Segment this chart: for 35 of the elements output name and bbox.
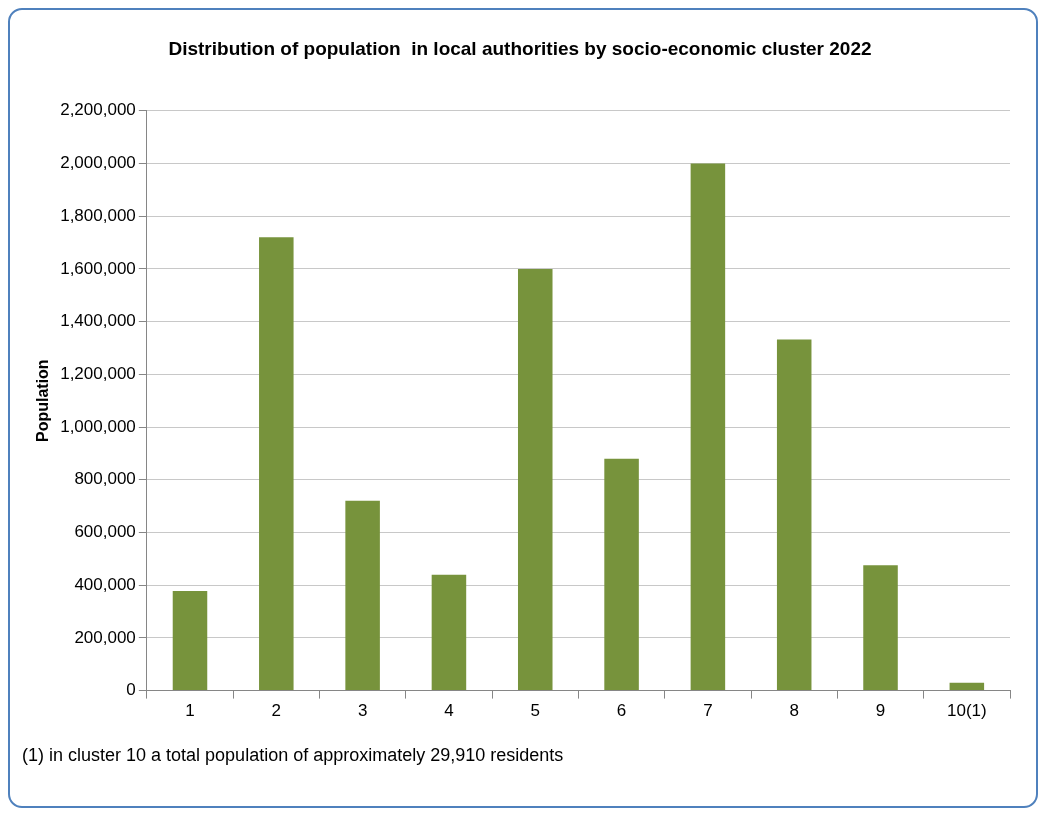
x-tick-label: 2 [271,701,282,721]
x-tick-label: 5 [530,701,540,721]
bar [517,268,553,691]
x-tick-label: 9 [875,701,886,721]
x-tick-label: 10(1) [947,701,987,721]
y-tick-label: 200,000 [74,627,136,647]
bar [431,574,467,691]
bar [345,500,380,691]
bar [690,163,726,691]
y-tick-label: 1,400,000 [60,311,136,331]
y-tick-label: 0 [126,680,136,700]
x-tick-label: 4 [444,701,454,721]
chart-title: Distribution of population in local authorities by socio-economic cluster 2022 [168,37,872,59]
bar [172,590,208,691]
x-tick-label: 7 [703,701,713,721]
y-tick-label: 2,200,000 [60,100,136,120]
y-axis-title: Population [34,359,52,443]
x-tick-label: 1 [185,701,195,721]
text: (1) in cluster 10 a total population of approximately 29,910 residents [22,745,565,766]
y-tick-label: 1,200,000 [60,364,136,384]
y-tick-label: 800,000 [74,469,136,489]
x-tick-label: 3 [357,701,368,721]
y-tick-label: 400,000 [74,574,136,594]
bar [604,458,639,691]
bar [259,237,294,691]
y-tick-label: 1,600,000 [60,258,136,278]
bar [776,339,812,691]
bar [863,565,898,691]
y-tick-label: 1,800,000 [60,205,136,225]
x-tick-label: 8 [789,701,799,721]
y-tick-label: 2,000,000 [60,153,136,173]
y-tick-label: 1,000,000 [60,416,136,436]
x-tick-label: 6 [616,701,627,721]
y-tick-label: 600,000 [74,522,136,542]
bar [949,682,985,691]
